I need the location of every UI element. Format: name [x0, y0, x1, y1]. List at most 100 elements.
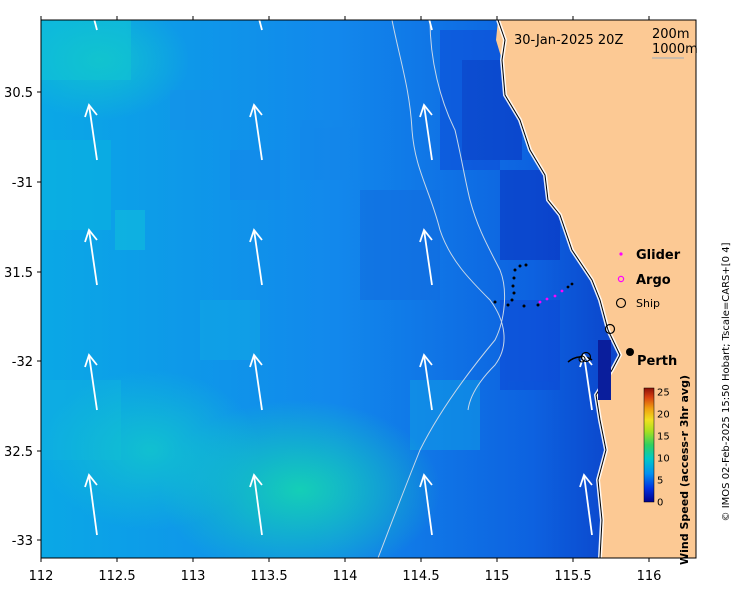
glider-position — [493, 300, 497, 304]
wind-arrow-head — [419, 228, 433, 243]
ship-marker — [580, 351, 592, 363]
glider-position — [510, 298, 514, 302]
x-tick-label: 114.5 — [402, 569, 439, 584]
x-tick-label: 112.5 — [98, 569, 135, 584]
glider-position — [566, 285, 570, 289]
contour-1000m — [377, 20, 505, 558]
wind-arrow — [253, 104, 263, 161]
argo-legend-label: Argo — [636, 273, 671, 288]
colorbar-tick-label: 15 — [657, 432, 670, 443]
colorbar-tick-label: 5 — [657, 476, 663, 487]
colorbar-tick-label: 0 — [657, 498, 663, 509]
y-tick-label: -33 — [12, 534, 33, 549]
colorbar-ticks: 25 20 15 10 5 0 — [657, 388, 670, 509]
wind-arrow — [253, 229, 263, 286]
wind-arrow-head — [85, 0, 97, 12]
wind-arrows — [84, 0, 593, 536]
moderate-wind-zone-north — [41, 20, 190, 120]
wind-arrow — [93, 20, 98, 31]
glider-track — [493, 263, 574, 308]
y-tick-label: -31 — [12, 176, 33, 191]
glider-position — [570, 282, 574, 286]
wind-arrow-head — [579, 353, 593, 368]
wind-arrow-head — [249, 103, 263, 118]
wind-arrow-head — [419, 353, 433, 368]
wind-arrow-head — [249, 473, 263, 488]
perth-marker — [626, 348, 634, 356]
x-tick-marks — [40, 16, 650, 562]
glider-legend-marker — [619, 252, 623, 256]
wind-arrow — [423, 104, 433, 161]
wind-arrow — [88, 474, 98, 536]
plot-area — [41, 0, 696, 558]
bathymetry-legend-200m: 200m — [652, 27, 689, 42]
glider-position — [512, 276, 516, 280]
city-label-perth: Perth — [637, 354, 677, 369]
y-tick-label: 32.5 — [4, 445, 33, 460]
ship-legend-marker — [615, 297, 627, 309]
x-tick-label: 115.5 — [554, 569, 591, 584]
wind-arrow-head — [84, 353, 98, 368]
ship-marker — [578, 355, 586, 363]
y-tick-label: 31.5 — [4, 266, 33, 281]
wind-arrow-head — [84, 473, 98, 488]
x-tick-label: 114 — [333, 569, 358, 584]
argo-legend-marker — [617, 275, 625, 283]
wind-arrow — [88, 229, 98, 286]
wind-arrow — [88, 354, 98, 411]
wind-arrow — [583, 474, 593, 536]
ship-marker — [604, 323, 616, 335]
bathymetry-legend-1000m: 1000m — [652, 42, 698, 57]
wind-arrow-head — [84, 228, 98, 243]
y-tick-label: -32 — [12, 355, 33, 370]
wind-arrow — [253, 354, 263, 411]
y-tick-label: 30.5 — [4, 86, 33, 101]
wind-arrow-head — [419, 103, 433, 118]
contour-200m — [391, 20, 505, 411]
wind-arrow-head — [250, 0, 262, 12]
wind-arrow-head — [579, 473, 593, 488]
colorbar-title: Wind Speed (access-r 3hr avg) — [678, 375, 691, 565]
wind-arrow — [583, 354, 593, 411]
moderate-wind-zone — [41, 370, 260, 530]
glider-position — [524, 263, 528, 267]
wind-arrow — [253, 474, 263, 536]
glider-latest-position — [545, 297, 549, 301]
credit-text: © IMOS 02-Feb-2025 15:50 Hobart; Tscale=… — [721, 242, 732, 521]
glider-position — [536, 303, 540, 307]
glider-legend-label: Glider — [636, 248, 681, 263]
glider-latest-position — [538, 300, 542, 304]
wind-arrow-head — [420, 0, 432, 12]
swan-estuary — [598, 340, 611, 400]
glider-position — [513, 268, 517, 272]
glider-latest-position — [553, 294, 557, 298]
x-tick-label: 112 — [29, 569, 54, 584]
glider-position — [511, 284, 515, 288]
y-tick-marks — [37, 91, 41, 541]
wind-arrow — [423, 229, 433, 286]
glider-position — [506, 303, 510, 307]
glider-position — [512, 291, 516, 295]
coastline — [497, 20, 621, 558]
wind-arrow-head — [419, 473, 433, 488]
plot-frame — [40, 19, 697, 559]
colorbar-tick-label: 20 — [657, 410, 670, 421]
wind-arrow — [423, 474, 433, 536]
x-tick-label: 113.5 — [250, 569, 287, 584]
x-tick-label: 116 — [637, 569, 662, 584]
glider-position — [522, 304, 526, 308]
wind-arrow — [258, 20, 263, 31]
x-tick-label: 113 — [181, 569, 206, 584]
wind-arrow-head — [249, 353, 263, 368]
wind-arrow-head — [84, 103, 98, 118]
x-tick-label: 115 — [485, 569, 510, 584]
wind-arrow — [88, 104, 98, 161]
wind-arrow — [423, 354, 433, 411]
wind-arrow — [428, 20, 433, 31]
colorbar-tick-label: 10 — [657, 454, 670, 465]
wind-arrow-head — [249, 228, 263, 243]
glider-latest-position — [560, 289, 564, 293]
colorbar — [643, 387, 655, 503]
colorbar-tick-label: 25 — [657, 388, 670, 399]
